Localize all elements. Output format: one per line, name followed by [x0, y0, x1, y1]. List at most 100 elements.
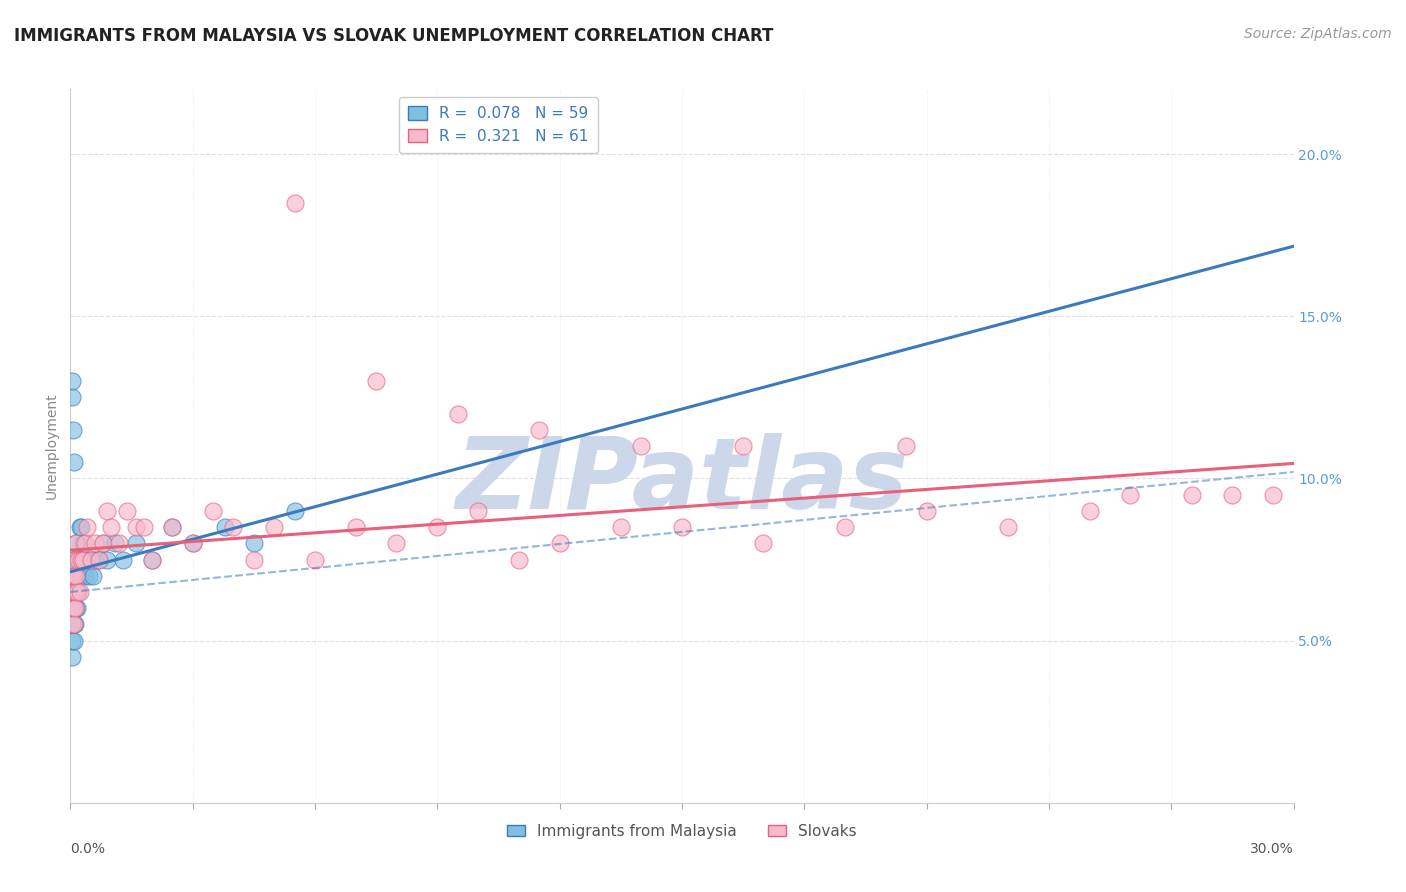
Point [70, 552, 93, 566]
Point [63, 585, 86, 599]
Point [65, 552, 87, 566]
Point [1220, 488, 1243, 502]
Point [181, 536, 204, 550]
Point [76, 520, 98, 534]
Point [63, 601, 86, 615]
Point [65, 536, 87, 550]
Point [72, 536, 94, 550]
Point [731, 439, 754, 453]
Point [63, 617, 86, 632]
Point [108, 536, 131, 550]
Point [65, 585, 87, 599]
Point [66, 601, 89, 615]
Point [60, 617, 83, 632]
Text: Source: ZipAtlas.com: Source: ZipAtlas.com [1244, 27, 1392, 41]
Point [75, 568, 97, 582]
Point [65, 601, 87, 615]
Point [69, 585, 91, 599]
Point [284, 195, 307, 210]
Point [124, 536, 146, 550]
Text: 30.0%: 30.0% [1250, 842, 1294, 856]
Point [62, 617, 84, 632]
Point [87, 552, 110, 566]
Point [1078, 504, 1101, 518]
Point [67, 552, 90, 566]
Point [65, 568, 87, 582]
Point [79, 552, 103, 566]
Point [69, 520, 91, 534]
Point [62, 568, 84, 582]
Point [63, 601, 86, 615]
Point [65, 568, 87, 582]
Text: 0.0%: 0.0% [70, 842, 105, 856]
Point [1181, 488, 1204, 502]
Point [366, 374, 388, 388]
Point [243, 552, 266, 566]
Point [671, 520, 693, 534]
Point [79, 552, 103, 566]
Point [60, 617, 83, 632]
Point [60, 585, 83, 599]
Point [385, 536, 408, 550]
Point [76, 552, 98, 566]
Point [60, 390, 83, 404]
Point [202, 504, 225, 518]
Point [66, 568, 89, 582]
Legend: Immigrants from Malaysia, Slovaks: Immigrants from Malaysia, Slovaks [501, 818, 863, 845]
Point [284, 504, 307, 518]
Point [834, 520, 856, 534]
Point [83, 552, 105, 566]
Point [62, 601, 84, 615]
Point [112, 552, 135, 566]
Point [304, 552, 326, 566]
Point [60, 649, 83, 664]
Point [73, 536, 96, 550]
Point [630, 439, 652, 453]
Y-axis label: Unemployment: Unemployment [45, 392, 59, 500]
Point [60, 374, 83, 388]
Point [60, 633, 83, 648]
Point [63, 568, 86, 582]
Point [66, 585, 89, 599]
Point [60, 601, 83, 615]
Point [915, 504, 938, 518]
Point [87, 552, 110, 566]
Point [124, 520, 146, 534]
Point [96, 504, 118, 518]
Point [162, 520, 183, 534]
Point [63, 585, 86, 599]
Point [62, 585, 84, 599]
Point [91, 536, 114, 550]
Point [62, 617, 84, 632]
Point [610, 520, 633, 534]
Point [63, 552, 86, 566]
Point [344, 520, 367, 534]
Point [162, 520, 183, 534]
Point [60, 568, 83, 582]
Point [529, 423, 551, 437]
Point [67, 552, 90, 566]
Text: IMMIGRANTS FROM MALAYSIA VS SLOVAK UNEMPLOYMENT CORRELATION CHART: IMMIGRANTS FROM MALAYSIA VS SLOVAK UNEMP… [14, 27, 773, 45]
Point [141, 552, 163, 566]
Point [62, 552, 84, 566]
Point [1119, 488, 1142, 502]
Point [69, 568, 91, 582]
Point [104, 536, 127, 550]
Point [60, 601, 83, 615]
Point [426, 520, 449, 534]
Point [997, 520, 1019, 534]
Point [73, 552, 96, 566]
Text: ZIPatlas: ZIPatlas [456, 434, 908, 530]
Point [214, 520, 236, 534]
Point [70, 520, 93, 534]
Point [752, 536, 775, 550]
Point [222, 520, 245, 534]
Point [91, 536, 114, 550]
Point [83, 536, 105, 550]
Point [132, 520, 155, 534]
Point [77, 568, 100, 582]
Point [66, 585, 89, 599]
Point [141, 552, 163, 566]
Point [67, 568, 90, 582]
Point [62, 585, 84, 599]
